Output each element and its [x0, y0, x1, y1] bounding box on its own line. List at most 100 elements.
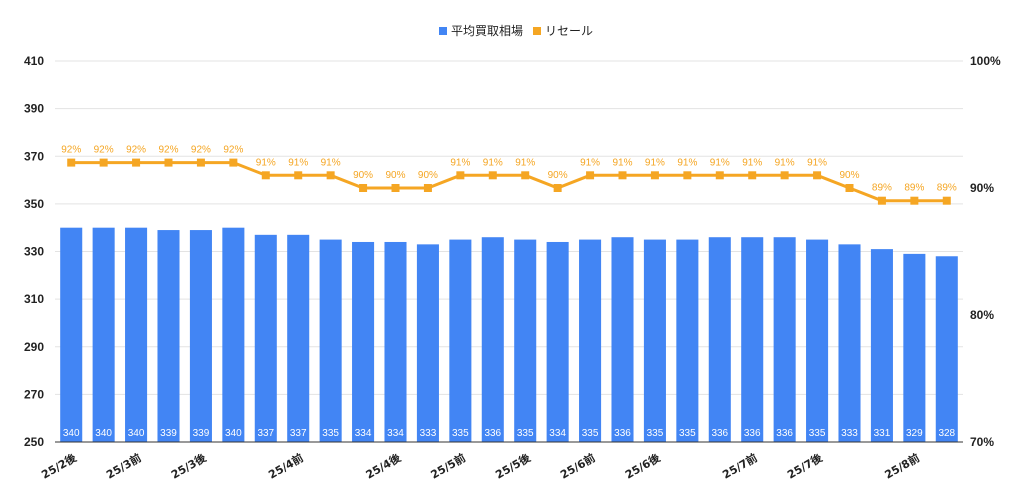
resale-point: [942, 196, 951, 205]
resale-point: [748, 171, 757, 180]
bar-data-label: 340: [128, 428, 145, 439]
resale-data-label: 92%: [223, 145, 243, 156]
resale-data-label: 91%: [256, 157, 276, 168]
resale-point: [132, 158, 141, 167]
resale-data-label: 90%: [353, 170, 373, 181]
resale-data-label: 92%: [191, 145, 211, 156]
y-left-tick-label: 290: [24, 340, 44, 354]
resale-data-label: 89%: [872, 183, 892, 194]
resale-data-label: 91%: [645, 157, 665, 168]
x-tick-label: 25/5後: [493, 450, 534, 482]
y-left-tick-label: 390: [24, 102, 44, 116]
resale-point: [67, 158, 76, 167]
bar: [773, 237, 796, 442]
bar-data-label: 333: [420, 428, 437, 439]
bar-data-label: 333: [841, 428, 858, 439]
resale-point: [618, 171, 627, 180]
x-tick-label: 25/7後: [785, 450, 826, 482]
bar: [254, 234, 277, 442]
x-tick-label: 25/3後: [169, 450, 210, 482]
resale-point: [845, 184, 854, 192]
resale-data-label: 91%: [775, 157, 795, 168]
bar: [319, 239, 342, 442]
resale-data-label: 92%: [61, 145, 81, 156]
bar-data-label: 334: [355, 428, 372, 439]
bar: [806, 239, 829, 442]
resale-point: [715, 171, 724, 180]
bar-data-label: 339: [193, 428, 210, 439]
resale-line: [71, 161, 947, 203]
y-left-tick-label: 330: [24, 245, 44, 259]
resale-data-label: 91%: [321, 157, 341, 168]
bar-data-label: 336: [484, 428, 501, 439]
x-tick-label: 25/6前: [558, 450, 598, 481]
x-tick-label: 25/2後: [39, 450, 80, 482]
bar-data-label: 334: [387, 428, 404, 439]
resale-point: [586, 171, 595, 180]
resale-data-label: 90%: [839, 170, 859, 181]
resale-point: [391, 184, 400, 192]
resale-point: [553, 184, 562, 192]
bar: [92, 227, 115, 442]
bar: [60, 227, 83, 442]
bar: [287, 234, 310, 442]
resale-data-label: 92%: [126, 145, 146, 156]
resale-point: [521, 171, 530, 180]
resale-data-label: 90%: [548, 170, 568, 181]
bar-data-label: 339: [160, 428, 177, 439]
bar-data-label: 337: [290, 428, 307, 439]
bar-data-label: 335: [322, 428, 339, 439]
bar-data-label: 340: [95, 428, 112, 439]
resale-data-label: 91%: [677, 157, 697, 168]
y-right-tick-label: 80%: [970, 308, 994, 322]
resale-point: [910, 196, 919, 205]
bar-data-label: 340: [225, 428, 242, 439]
bar: [611, 237, 634, 442]
y-left-tick-label: 310: [24, 292, 44, 306]
resale-point: [326, 171, 335, 180]
resale-data-label: 91%: [807, 157, 827, 168]
resale-point: [813, 171, 822, 180]
resale-data-label: 90%: [418, 170, 438, 181]
resale-data-label: 92%: [94, 145, 114, 156]
bar: [189, 230, 212, 442]
x-tick-label: 25/4前: [266, 450, 306, 481]
resale-point: [683, 171, 692, 180]
bar-data-label: 335: [452, 428, 469, 439]
legend-swatch-bar: [439, 27, 447, 35]
resale-point: [294, 171, 303, 180]
y-left-tick-label: 250: [24, 435, 44, 449]
resale-data-label: 91%: [710, 157, 730, 168]
bar: [579, 239, 602, 442]
resale-point: [780, 171, 789, 180]
resale-point: [488, 171, 497, 180]
bar-data-label: 335: [582, 428, 599, 439]
resale-point: [196, 158, 205, 167]
bar-data-label: 328: [938, 428, 955, 439]
x-tick-label: 25/6後: [623, 450, 664, 482]
bar: [449, 239, 472, 442]
resale-data-label: 89%: [937, 183, 957, 194]
bar: [222, 227, 245, 442]
bar: [870, 249, 893, 442]
resale-data-label: 90%: [385, 170, 405, 181]
bar-data-label: 331: [874, 428, 891, 439]
bar: [708, 237, 731, 442]
resale-data-label: 91%: [450, 157, 470, 168]
resale-point: [164, 158, 173, 167]
bar: [384, 241, 407, 442]
bar: [157, 230, 180, 442]
resale-data-label: 91%: [612, 157, 632, 168]
x-tick-label: 25/8前: [882, 450, 922, 481]
x-tick-label: 25/3前: [104, 450, 144, 481]
bar: [546, 241, 569, 442]
x-tick-label: 25/5前: [428, 450, 468, 481]
bar-data-label: 337: [257, 428, 274, 439]
resale-data-label: 89%: [904, 183, 924, 194]
y-right-tick-label: 90%: [970, 181, 994, 195]
y-left-tick-label: 270: [24, 387, 44, 401]
bar-data-label: 335: [647, 428, 664, 439]
x-tick-label: 25/4後: [363, 450, 404, 482]
resale-point: [229, 158, 238, 167]
resale-data-label: 91%: [742, 157, 762, 168]
